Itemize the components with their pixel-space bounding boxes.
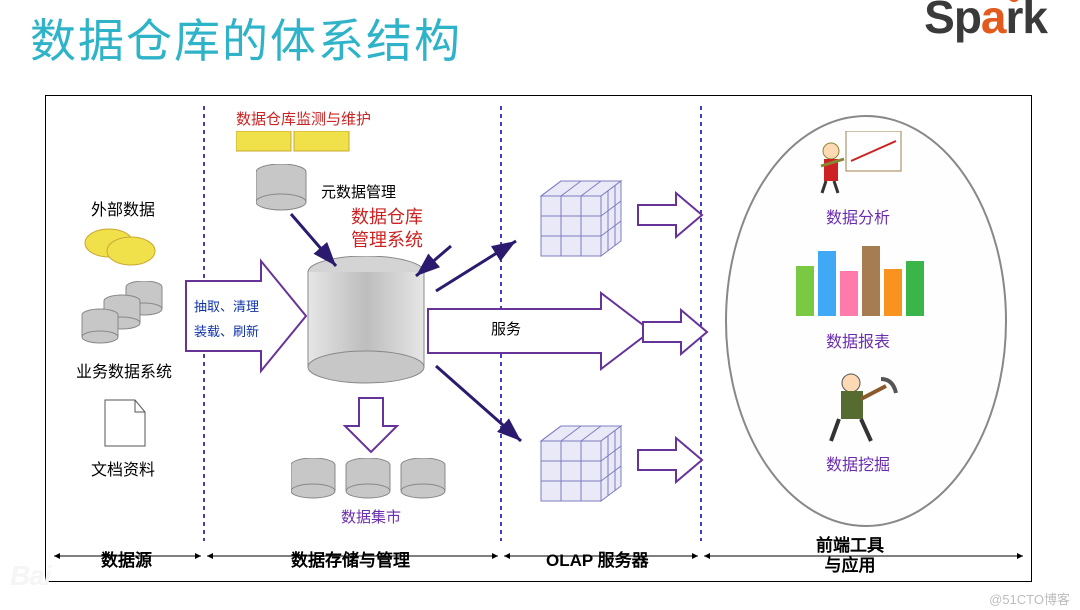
- spark-text-main: Sp: [924, 0, 981, 43]
- arrow-olap-2: [641, 308, 711, 356]
- label-monitor: 数据仓库监测与维护: [236, 108, 371, 129]
- big-arrow-dw-to-olap: [426, 291, 656, 371]
- arrow-olap-1: [636, 191, 706, 239]
- spark-tm: ™: [1047, 0, 1060, 6]
- spark-logo: Spark™: [924, 0, 1060, 44]
- cto-watermark: @51CTO博客: [989, 589, 1070, 608]
- label-metadata: 元数据管理: [321, 181, 396, 202]
- section-1: 数据源: [101, 546, 152, 571]
- big-arrow-sources-to-dw: [181, 256, 311, 376]
- baidu-watermark: Bai: [10, 560, 51, 592]
- external-data-icon: [81, 221, 161, 271]
- label-mining: 数据挖掘: [826, 451, 890, 475]
- label-report: 数据报表: [826, 328, 890, 352]
- label-analysis: 数据分析: [826, 204, 890, 228]
- olap-cube-bottom: [521, 416, 631, 516]
- label-etl2: 装载、刷新: [194, 321, 259, 340]
- data-warehouse-icon: [306, 256, 436, 396]
- report-chart-icon: [791, 241, 931, 321]
- mining-icon: [821, 371, 901, 451]
- diagram-frame: 外部数据 业务数据系统 文档资料 数据仓库监测与维护: [45, 95, 1032, 582]
- metadata-icon: [256, 164, 316, 219]
- data-mart-icon: [291, 458, 461, 513]
- section-2: 数据存储与管理: [291, 546, 410, 571]
- spark-text-main2: rk: [1006, 0, 1047, 43]
- label-mart: 数据集市: [341, 506, 401, 527]
- arrow-dw-to-mart: [341, 396, 401, 456]
- monitor-bars-icon: [236, 131, 356, 153]
- section-3: OLAP 服务器: [546, 546, 649, 571]
- arrow-olap-3: [636, 436, 706, 484]
- section-4: 前端工具与应用: [816, 536, 884, 577]
- page-title: 数据仓库的体系结构: [30, 5, 462, 71]
- biz-system-icon: [76, 281, 176, 351]
- label-service: 服务: [491, 318, 521, 339]
- analysis-icon: [816, 131, 906, 201]
- spark-text-accent: a: [981, 0, 1006, 44]
- olap-cube-top: [521, 171, 631, 271]
- label-etl1: 抽取、清理: [194, 296, 259, 315]
- label-doc: 文档资料: [91, 456, 155, 480]
- document-icon: [101, 396, 151, 451]
- label-external-data: 外部数据: [91, 196, 155, 220]
- label-dw-mgmt: 数据仓库管理系统: [351, 206, 423, 251]
- label-biz-system: 业务数据系统: [76, 358, 172, 382]
